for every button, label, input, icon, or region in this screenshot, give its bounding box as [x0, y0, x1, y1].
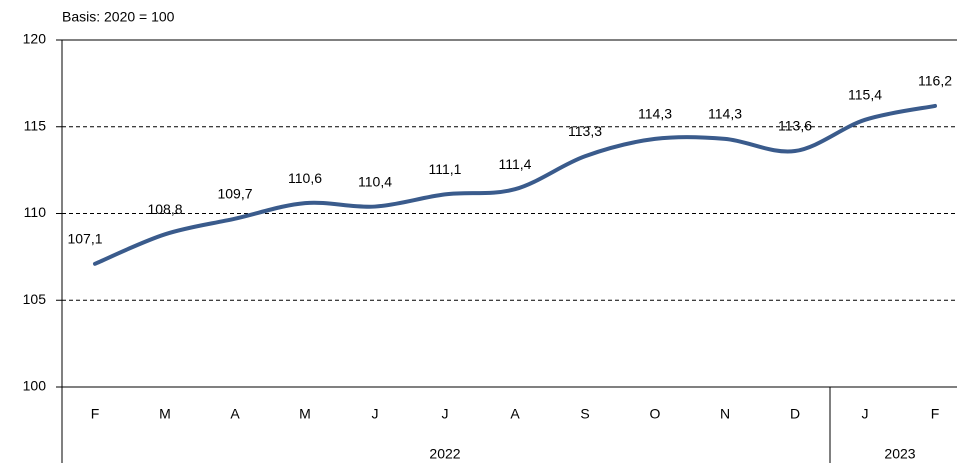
x-tick-label: F: [931, 406, 940, 422]
y-tick-label: 105: [23, 291, 47, 307]
data-label: 111,1: [429, 161, 462, 177]
data-label: 116,2: [918, 73, 952, 89]
x-tick-label: S: [580, 406, 589, 422]
group-label: 2023: [884, 446, 915, 462]
x-tick-label: A: [510, 406, 520, 422]
x-tick-label: M: [159, 406, 171, 422]
data-label: 113,6: [778, 118, 812, 134]
y-tick-label: 100: [23, 378, 47, 394]
annotation: Basis: 2020 = 100: [62, 9, 175, 25]
data-label: 110,6: [288, 170, 322, 186]
data-label: 109,7: [217, 185, 252, 201]
data-label: 108,8: [147, 201, 182, 217]
x-tick-label: M: [299, 406, 311, 422]
group-label: 2022: [429, 446, 460, 462]
line: [93, 103, 937, 266]
data-label: 110,4: [358, 173, 392, 189]
y-tick-label: 120: [23, 31, 47, 47]
data-label: 107,1: [67, 231, 102, 247]
y-tick-label: 115: [24, 117, 47, 133]
x-tick-label: F: [91, 406, 100, 422]
y-tick-label: 110: [24, 204, 47, 220]
x-tick-label: J: [442, 406, 449, 422]
x-tick-label: J: [862, 406, 869, 422]
data-label: 113,3: [568, 123, 602, 139]
x-tick-label: A: [230, 406, 240, 422]
x-tick-label: N: [720, 406, 730, 422]
x-tick-label: D: [790, 406, 800, 422]
data-label: 114,3: [638, 106, 672, 122]
data-label: 111,4: [499, 156, 532, 172]
data-label: 114,3: [708, 106, 742, 122]
data-label: 115,4: [848, 87, 882, 103]
x-tick-label: O: [650, 406, 661, 422]
x-tick-label: J: [372, 406, 379, 422]
